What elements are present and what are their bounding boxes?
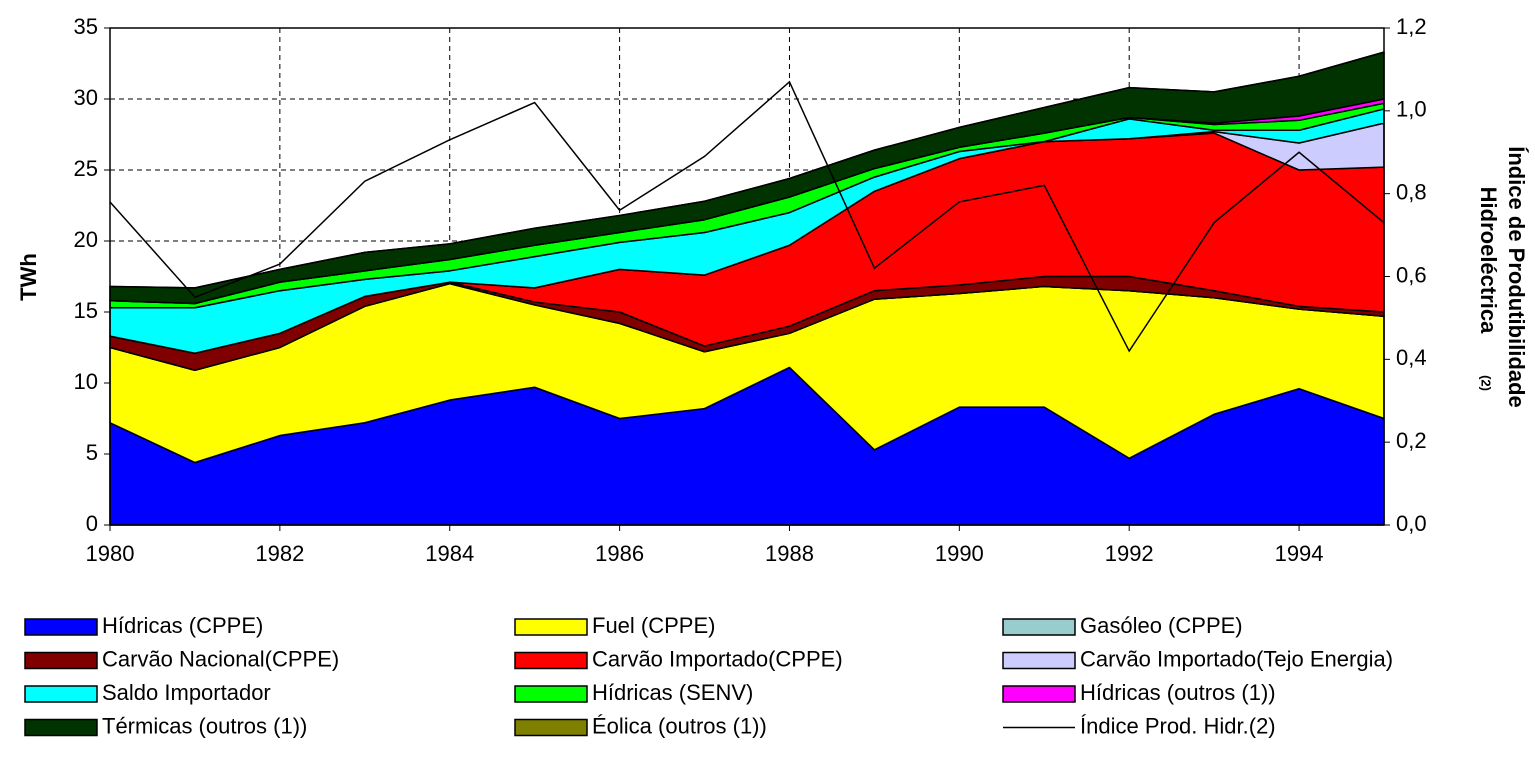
line <box>109 80 1385 353</box>
y2-axis-note: (2) <box>1479 375 1494 391</box>
legend-label: Hídricas (outros (1)) <box>1080 680 1276 705</box>
x-tick-label: 1988 <box>765 541 814 566</box>
x-tick-label: 1994 <box>1275 541 1324 566</box>
y-tick-label: 5 <box>86 440 98 465</box>
y-tick-label: 30 <box>74 85 98 110</box>
y2-tick-label: 0,2 <box>1396 428 1427 453</box>
legend-swatch <box>1002 618 1076 636</box>
legend-swatch <box>24 618 98 636</box>
y2-tick-label: 0,8 <box>1396 179 1427 204</box>
legend-label: Carvão Nacional(CPPE) <box>102 646 339 671</box>
legend-swatch <box>514 685 588 703</box>
legend-label: Hídricas (SENV) <box>592 680 753 705</box>
legend-label: Saldo Importador <box>102 680 271 705</box>
legend-label: Índice Prod. Hidr.(2) <box>1080 713 1276 738</box>
legend-label: Fuel (CPPE) <box>592 613 715 638</box>
y2-tick-label: 0,6 <box>1396 262 1427 287</box>
legend-label: Éolica (outros (1)) <box>592 713 767 738</box>
legend-swatch <box>514 651 588 670</box>
legend-label: Hídricas (CPPE) <box>102 613 263 638</box>
x-tick-label: 1984 <box>425 541 474 566</box>
y-tick-label: 35 <box>74 14 98 39</box>
x-tick-label: 1982 <box>255 541 304 566</box>
y-tick-label: 10 <box>74 369 98 394</box>
legend-swatch <box>24 685 98 703</box>
legend-swatch <box>514 718 588 737</box>
y2-tick-label: 0,0 <box>1396 511 1427 536</box>
y-tick-label: 20 <box>74 227 98 252</box>
legend-swatch <box>514 618 588 636</box>
x-tick-label: 1980 <box>86 541 135 566</box>
legend-label: Carvão Importado(Tejo Energia) <box>1080 646 1393 671</box>
y-tick-label: 25 <box>74 156 98 181</box>
y2-tick-label: 0,4 <box>1396 345 1427 370</box>
legend-label: Gasóleo (CPPE) <box>1080 613 1243 638</box>
legend-swatch <box>24 718 98 737</box>
legend-label: Térmicas (outros (1)) <box>102 713 307 738</box>
y2-axis-label: Hidroeléctrica <box>1476 187 1501 334</box>
y2-tick-label: 1,2 <box>1396 14 1427 39</box>
y-axis-label: TWh <box>16 253 41 301</box>
x-tick-label: 1990 <box>935 541 984 566</box>
x-tick-label: 1986 <box>595 541 644 566</box>
y2-tick-label: 1,0 <box>1396 97 1427 122</box>
legend-label: Carvão Importado(CPPE) <box>592 646 843 671</box>
x-tick-label: 1992 <box>1105 541 1154 566</box>
y-tick-label: 15 <box>74 298 98 323</box>
y-tick-label: 0 <box>86 511 98 536</box>
legend-swatch <box>1002 685 1076 703</box>
y2-axis-label: Índice de Produtibilidade <box>1504 146 1529 408</box>
legend-swatch <box>1002 651 1076 670</box>
legend-swatch <box>24 651 98 670</box>
